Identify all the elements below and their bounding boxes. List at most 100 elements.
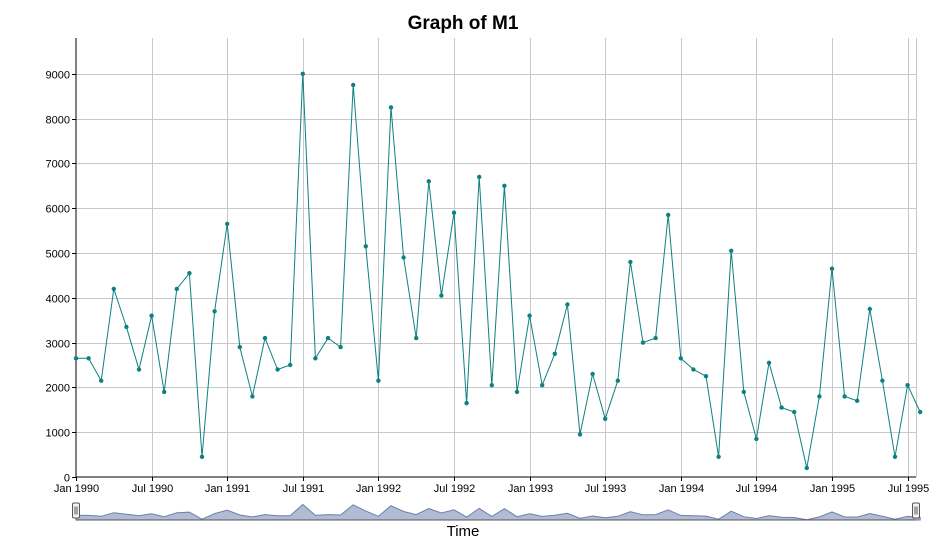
- data-point[interactable]: [577, 432, 583, 437]
- data-point[interactable]: [187, 271, 192, 276]
- data-point[interactable]: [451, 210, 457, 215]
- data-point[interactable]: [363, 244, 368, 249]
- data-point[interactable]: [867, 306, 872, 312]
- data-point[interactable]: [73, 356, 79, 361]
- data-point[interactable]: [477, 174, 482, 180]
- data-point[interactable]: [741, 389, 746, 395]
- data-point[interactable]: [565, 302, 570, 307]
- data-point[interactable]: [792, 409, 797, 415]
- data-point[interactable]: [855, 398, 860, 403]
- data-point[interactable]: [905, 383, 910, 388]
- data-point[interactable]: [338, 344, 343, 350]
- data-point[interactable]: [439, 293, 444, 298]
- data-point[interactable]: [691, 367, 696, 372]
- data-point[interactable]: [149, 313, 154, 318]
- range-navigator[interactable]: [72, 502, 921, 521]
- data-point[interactable]: [779, 405, 784, 410]
- data-point[interactable]: [262, 335, 268, 341]
- y-tick-label: 0: [64, 473, 70, 485]
- data-point[interactable]: [351, 82, 356, 88]
- data-point[interactable]: [99, 378, 104, 383]
- data-point[interactable]: [300, 71, 305, 77]
- data-point[interactable]: [552, 351, 557, 356]
- data-point[interactable]: [678, 356, 683, 361]
- data-point[interactable]: [401, 255, 406, 260]
- data-point[interactable]: [842, 394, 847, 399]
- data-point[interactable]: [464, 400, 469, 406]
- data-point[interactable]: [703, 374, 709, 379]
- data-point[interactable]: [527, 313, 532, 318]
- data-point[interactable]: [804, 465, 809, 471]
- data-point[interactable]: [640, 340, 646, 345]
- data-point[interactable]: [199, 454, 205, 459]
- data-point[interactable]: [829, 266, 835, 271]
- y-tick-label: 1000: [46, 428, 70, 440]
- data-point[interactable]: [162, 389, 167, 395]
- x-tick-label: Jan 1990: [54, 483, 99, 495]
- x-tick-label: Jan 1994: [659, 483, 704, 495]
- x-tick-label: Jul 1991: [283, 483, 325, 495]
- data-point[interactable]: [754, 436, 759, 442]
- y-tick-label: 3000: [46, 339, 70, 351]
- gridlines: [76, 38, 917, 477]
- data-point[interactable]: [86, 356, 91, 361]
- data-point[interactable]: [514, 389, 520, 395]
- data-point[interactable]: [237, 344, 242, 350]
- data-point[interactable]: [615, 378, 620, 383]
- data-point[interactable]: [212, 309, 217, 314]
- data-point[interactable]: [502, 183, 507, 188]
- data-point[interactable]: [174, 286, 179, 292]
- data-point[interactable]: [313, 356, 318, 361]
- data-point[interactable]: [426, 179, 431, 184]
- data-point[interactable]: [288, 362, 293, 368]
- data-point[interactable]: [918, 409, 923, 415]
- y-tick-label: 7000: [46, 159, 70, 171]
- x-tick-label: Jul 1994: [736, 483, 778, 495]
- data-point[interactable]: [414, 335, 419, 341]
- y-tick-label: 9000: [46, 70, 70, 82]
- data-point[interactable]: [817, 394, 822, 399]
- series-line: [76, 73, 921, 469]
- x-axis-label: Time: [447, 523, 480, 540]
- data-point[interactable]: [489, 383, 494, 388]
- x-tick-label: Jul 1995: [888, 483, 929, 495]
- y-tick-label: 4000: [46, 294, 70, 306]
- x-tick-label: Jan 1992: [356, 483, 401, 495]
- data-point[interactable]: [716, 454, 721, 459]
- navigator-left-handle[interactable]: [72, 502, 80, 519]
- y-tick-label: 2000: [46, 383, 70, 395]
- data-point[interactable]: [766, 360, 772, 365]
- data-point[interactable]: [376, 378, 381, 383]
- data-point[interactable]: [124, 324, 129, 330]
- data-point[interactable]: [880, 378, 885, 383]
- data-point[interactable]: [666, 212, 671, 218]
- x-tick-label: Jul 1993: [585, 483, 627, 495]
- data-point[interactable]: [590, 371, 595, 377]
- data-point[interactable]: [603, 416, 608, 421]
- data-point[interactable]: [275, 367, 280, 372]
- x-tick-label: Jan 1995: [810, 483, 855, 495]
- data-point[interactable]: [325, 335, 331, 341]
- navigator-right-handle[interactable]: [912, 502, 920, 519]
- data-point[interactable]: [388, 105, 394, 110]
- data-point[interactable]: [136, 367, 142, 372]
- y-tick-label: 8000: [46, 115, 70, 127]
- data-point[interactable]: [250, 394, 255, 399]
- data-point[interactable]: [111, 286, 117, 292]
- navigator-series-area: [75, 503, 921, 521]
- chart-title: Graph of M1: [408, 13, 519, 34]
- data-point[interactable]: [628, 259, 633, 265]
- y-tick-label: 6000: [46, 204, 70, 216]
- data-point[interactable]: [653, 335, 658, 341]
- data-point[interactable]: [892, 454, 898, 459]
- x-tick-label: Jan 1991: [205, 483, 250, 495]
- x-axis-ticks: Jan 1990 Jul 1990 Jan 1991 Jul 1991 Jan 1992…: [54, 477, 929, 495]
- x-tick-label: Jul 1992: [434, 483, 476, 495]
- data-point[interactable]: [225, 221, 230, 227]
- data-point[interactable]: [729, 248, 734, 253]
- y-axis-ticks: 0 1000 2000 3000 4000 5000 6000 7000 8000 9000: [46, 70, 76, 485]
- y-tick-label: 5000: [46, 249, 70, 261]
- x-tick-label: Jul 1990: [132, 483, 174, 495]
- data-point[interactable]: [540, 383, 545, 388]
